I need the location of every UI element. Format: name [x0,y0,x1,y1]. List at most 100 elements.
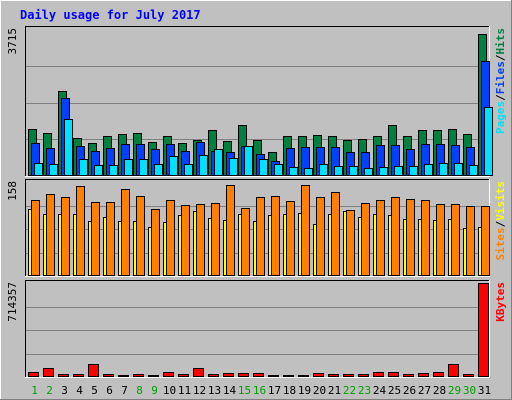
sites-bar-day-21 [331,192,340,276]
kbytes-bar-day-6 [103,374,114,377]
pages-bar-day-20 [319,164,328,176]
pages-bar-day-28 [439,163,448,176]
pages-bar-day-31 [484,107,493,176]
sites-bar-day-20 [316,197,325,276]
pages-bar-day-19 [304,168,313,176]
legend-visits: Visits [494,181,507,221]
x-tick-label-29: 29 [448,384,461,397]
kbytes-bar-day-2 [43,368,54,377]
sites-bar-day-8 [136,196,145,276]
sites-bar-day-18 [286,201,295,276]
pages-bar-day-18 [289,167,298,176]
x-tick-label-22: 22 [343,384,356,397]
chart-title: Daily usage for July 2017 [20,8,201,22]
sites-bar-day-15 [241,208,250,276]
kbytes-bar-day-7 [118,375,129,377]
panel-3: 714357 KBytes [6,280,507,378]
kbytes-bar-day-13 [208,374,219,377]
kbytes-bar-day-18 [283,375,294,377]
kbytes-bar-day-16 [253,373,264,377]
x-tick-label-2: 2 [46,384,53,397]
sites-bar-day-1 [31,200,40,276]
sites-bar-day-13 [211,203,220,276]
kbytes-bar-day-20 [313,373,324,377]
x-tick-label-24: 24 [373,384,387,397]
legend-hits: Hits [494,28,507,55]
legend-separator: / [494,94,507,101]
sites-bar-day-7 [121,189,130,276]
pages-bar-day-21 [334,166,343,176]
panel-plot-area [25,280,490,378]
x-tick-label-21: 21 [328,384,341,397]
pages-bar-day-15 [244,146,253,176]
kbytes-bar-day-9 [148,375,159,377]
x-tick-label-11: 11 [178,384,191,397]
legend-pages: Pages [494,101,507,134]
kbytes-bar-day-24 [373,372,384,377]
legend-kbytes: KBytes [494,282,507,322]
kbytes-bar-day-3 [58,374,69,377]
kbytes-bar-day-26 [403,374,414,377]
x-tick-label-25: 25 [388,384,401,397]
x-tick-label-10: 10 [163,384,176,397]
sites-bar-day-24 [376,200,385,276]
x-tick-label-7: 7 [121,384,128,397]
pages-bar-day-11 [184,164,193,176]
pages-bar-day-12 [199,155,208,176]
pages-bar-day-4 [79,159,88,176]
legend: KBytes [494,282,507,322]
pages-bar-day-1 [34,163,43,176]
x-tick-label-30: 30 [463,384,476,397]
pages-bar-day-22 [349,166,358,176]
y-max-label: 3715 [6,28,19,55]
sites-bar-day-9 [151,209,160,276]
pages-bar-day-16 [259,159,268,176]
chart-panels: 3715Pages/Files/Hits158Sites/Visits71435… [6,26,507,378]
panel-2: 158 Sites/Visits [6,179,507,277]
x-tick-label-8: 8 [136,384,143,397]
pages-bar-day-6 [109,165,118,176]
sites-bar-day-2 [46,194,55,276]
y-max-label: 714357 [6,282,19,322]
sites-bar-day-23 [361,203,370,276]
x-tick-label-5: 5 [91,384,98,397]
x-tick-label-4: 4 [76,384,83,397]
pages-bar-day-26 [409,166,418,176]
x-tick-label-15: 15 [238,384,251,397]
kbytes-bar-day-21 [328,374,339,377]
kbytes-bar-day-31 [478,283,489,377]
kbytes-bar-day-28 [433,372,444,377]
x-tick-label-23: 23 [358,384,371,397]
kbytes-bar-day-1 [28,372,39,377]
sites-bar-day-16 [256,197,265,276]
pages-bar-day-29 [454,163,463,176]
pages-bar-day-8 [139,159,148,176]
sites-bar-day-28 [436,204,445,276]
x-tick-label-6: 6 [106,384,113,397]
sites-bar-day-12 [196,204,205,276]
y-max-label: 158 [6,181,19,201]
x-tick-label-18: 18 [283,384,296,397]
kbytes-bar-day-17 [268,375,279,377]
kbytes-bar-day-23 [358,374,369,377]
x-tick-label-27: 27 [418,384,431,397]
legend: Sites/Visits [494,181,507,261]
pages-bar-day-5 [94,165,103,176]
pages-bar-day-25 [394,166,403,176]
kbytes-bar-day-8 [133,374,144,377]
sites-bar-day-29 [451,204,460,276]
x-tick-label-26: 26 [403,384,416,397]
sites-bar-day-17 [271,196,280,276]
kbytes-bar-day-29 [448,364,459,377]
kbytes-bar-day-14 [223,373,234,377]
x-tick-label-16: 16 [253,384,266,397]
legend: Pages/Files/Hits [494,28,507,134]
kbytes-bar-day-27 [418,373,429,377]
x-tick-label-28: 28 [433,384,446,397]
kbytes-bar-day-25 [388,372,399,377]
kbytes-bar-day-15 [238,373,249,377]
x-tick-label-20: 20 [313,384,326,397]
sites-bar-day-31 [481,206,490,276]
